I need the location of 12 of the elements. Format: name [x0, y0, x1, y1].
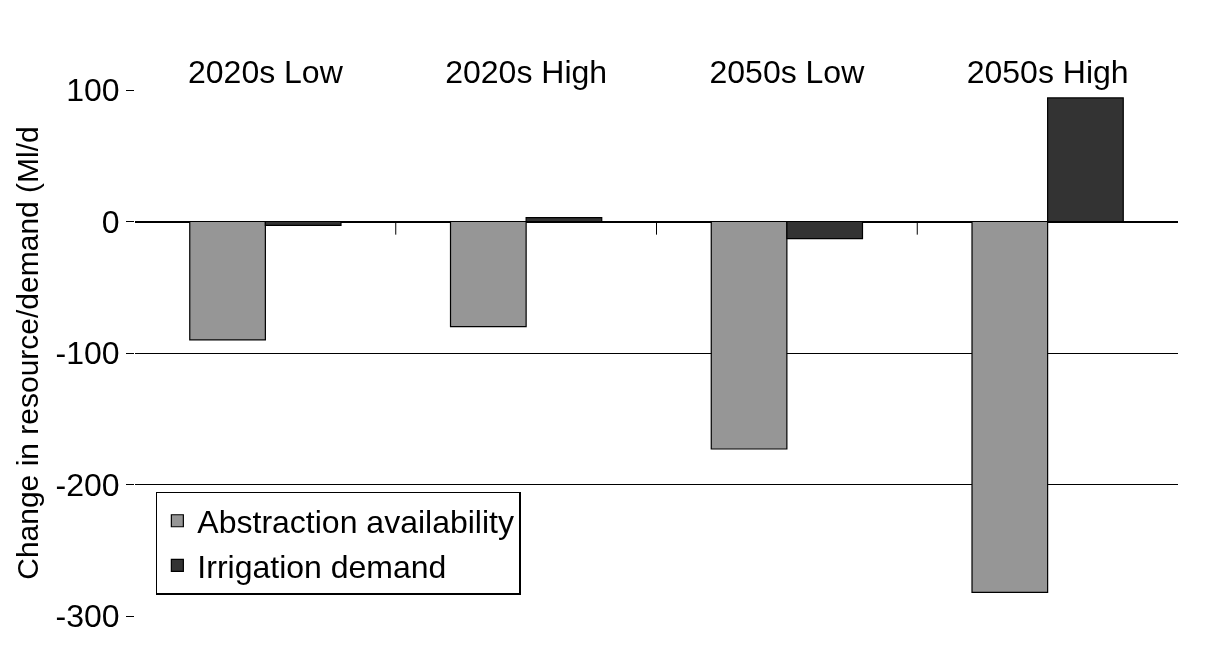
legend-label: Irrigation demand — [197, 548, 447, 585]
y-tick-label: 0 — [101, 203, 120, 240]
legend-label: Abstraction availability — [197, 504, 514, 541]
x-tick-label: 2050s Low — [709, 53, 866, 90]
y-tick-label: -200 — [55, 466, 120, 503]
y-tick-label: -300 — [55, 598, 120, 635]
x-tick-label: 2020s Low — [187, 53, 344, 90]
y-tick-label: 100 — [66, 72, 120, 109]
y-axis-title: Change in resource/demand (Ml/d — [10, 126, 44, 580]
y-tick-label: -100 — [55, 335, 120, 372]
x-tick-label: 2050s High — [966, 53, 1129, 90]
x-tick-label: 2020s High — [445, 53, 608, 90]
